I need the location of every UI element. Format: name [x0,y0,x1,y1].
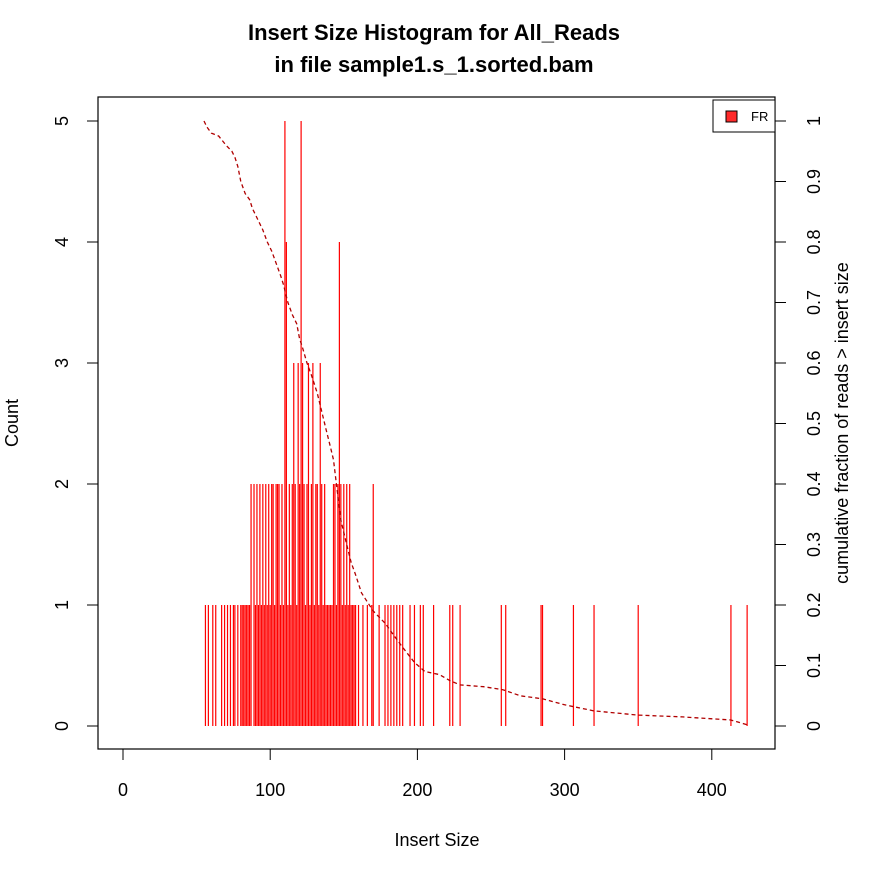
x-tick-label: 200 [402,780,432,800]
chart-title-line2: in file sample1.s_1.sorted.bam [274,52,593,77]
y2-tick-label: 0.7 [804,290,824,315]
y-axis: 0 1 2 3 4 5 [52,116,99,731]
x-tick-label: 0 [118,780,128,800]
y2-tick-label: 0.4 [804,471,824,496]
y2-tick-label: 0 [804,721,824,731]
y2-tick-label: 0.1 [804,653,824,678]
y2-tick-label: 0.8 [804,229,824,254]
x-tick-label: 300 [550,780,580,800]
legend-swatch-fr [725,110,738,123]
y-tick-label: 5 [52,116,72,126]
legend: FR [712,99,776,133]
x-axis-label: Insert Size [394,830,479,850]
y2-tick-label: 0.3 [804,532,824,557]
y2-tick-label: 0.9 [804,169,824,194]
x-axis: 0 100 200 300 400 [118,748,727,800]
y2-axis: 0 0.1 0.2 0.3 0.4 0.5 0.6 0.7 0.8 0.9 1 [774,116,824,731]
y-tick-label: 3 [52,358,72,368]
y2-tick-label: 0.6 [804,350,824,375]
y2-tick-label: 0.2 [804,592,824,617]
y-axis-label: Count [2,399,22,447]
y-tick-label: 1 [52,600,72,610]
y-tick-label: 0 [52,721,72,731]
plot-frame [97,96,776,750]
x-tick-label: 400 [697,780,727,800]
chart-title-line1: Insert Size Histogram for All_Reads [248,20,620,45]
bars-group [204,121,748,726]
y-tick-label: 2 [52,479,72,489]
legend-label-fr: FR [751,109,768,124]
y2-tick-label: 1 [804,116,824,126]
y-tick-label: 4 [52,237,72,247]
legend-box [712,99,776,133]
y2-tick-label: 0.5 [804,411,824,436]
x-tick-label: 100 [255,780,285,800]
y2-axis-label: cumulative fraction of reads > insert si… [832,262,852,584]
